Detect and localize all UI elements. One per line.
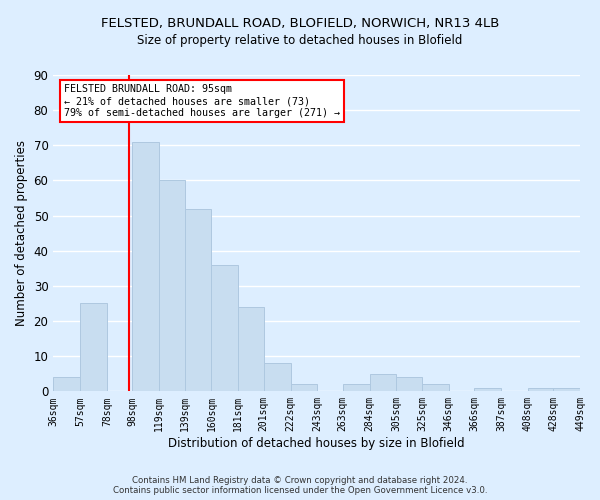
Y-axis label: Number of detached properties: Number of detached properties [15,140,28,326]
Bar [553,388,580,392]
Bar [397,378,422,392]
Bar [370,374,397,392]
Bar [528,388,553,392]
Bar [185,208,211,392]
Bar [211,265,238,392]
Bar [290,384,317,392]
Bar [159,180,185,392]
Text: FELSTED, BRUNDALL ROAD, BLOFIELD, NORWICH, NR13 4LB: FELSTED, BRUNDALL ROAD, BLOFIELD, NORWIC… [101,18,499,30]
Bar [422,384,449,392]
Text: Contains HM Land Registry data © Crown copyright and database right 2024.
Contai: Contains HM Land Registry data © Crown c… [113,476,487,495]
Bar [53,378,80,392]
Bar [343,384,370,392]
Text: FELSTED BRUNDALL ROAD: 95sqm
← 21% of detached houses are smaller (73)
79% of se: FELSTED BRUNDALL ROAD: 95sqm ← 21% of de… [64,84,340,117]
Text: Size of property relative to detached houses in Blofield: Size of property relative to detached ho… [137,34,463,47]
Bar [238,307,264,392]
Bar [474,388,501,392]
Bar [133,142,159,392]
Bar [264,363,290,392]
X-axis label: Distribution of detached houses by size in Blofield: Distribution of detached houses by size … [169,437,465,450]
Bar [80,304,107,392]
